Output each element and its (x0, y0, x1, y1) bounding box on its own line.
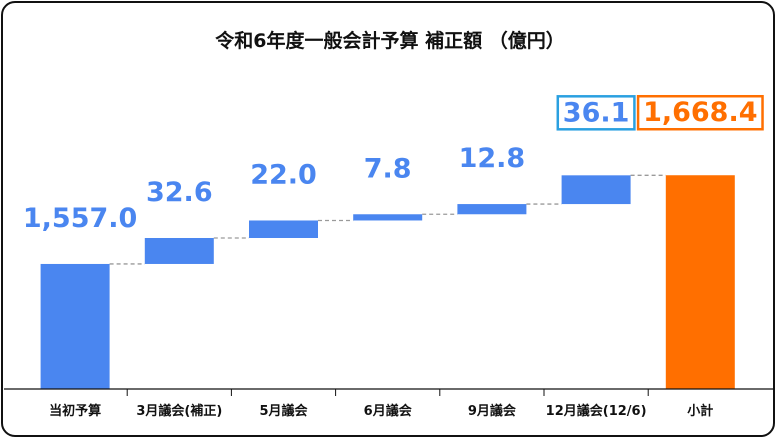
value-label-4: 12.8 (459, 143, 526, 174)
bars (40, 175, 735, 389)
bar-6 (665, 175, 735, 389)
connector-lines (109, 174, 666, 265)
category-label-1: 3月議会(補正) (136, 403, 222, 419)
category-label-2: 5月議会 (259, 403, 308, 419)
highlight-box-5 (556, 95, 636, 131)
category-label-6: 小計 (687, 403, 713, 419)
value-labels: 1,557.0 32.6 22.0 7.8 12.8 36.1 1,668.4 (23, 94, 764, 234)
value-label-3: 7.8 (364, 153, 412, 184)
x-axis-ticks (126, 389, 649, 396)
bar-5 (561, 175, 631, 205)
bar-4 (457, 204, 527, 215)
category-label-3: 6月議会 (364, 403, 413, 419)
highlight-box-6 (636, 94, 764, 131)
bar-0 (40, 263, 110, 389)
category-label-5: 12月議会(12/6) (546, 403, 647, 419)
category-label-4: 9月議会 (468, 403, 517, 419)
value-label-2: 22.0 (250, 159, 317, 190)
value-label-1: 32.6 (146, 177, 213, 208)
category-labels: 当初予算 3月議会(補正) 5月議会 6月議会 9月議会 12月議会(12/6) 小計 (49, 403, 713, 419)
value-label-5: 36.1 (563, 97, 630, 128)
bar-2 (249, 220, 318, 238)
bar-3 (353, 214, 423, 221)
value-label-0: 1,557.0 (23, 203, 137, 234)
category-label-0: 当初予算 (49, 403, 101, 419)
value-label-6: 1,668.4 (643, 97, 757, 128)
bar-1 (144, 237, 214, 264)
chart-title: 令和6年度一般会計予算 補正額 （億円） (215, 29, 564, 52)
